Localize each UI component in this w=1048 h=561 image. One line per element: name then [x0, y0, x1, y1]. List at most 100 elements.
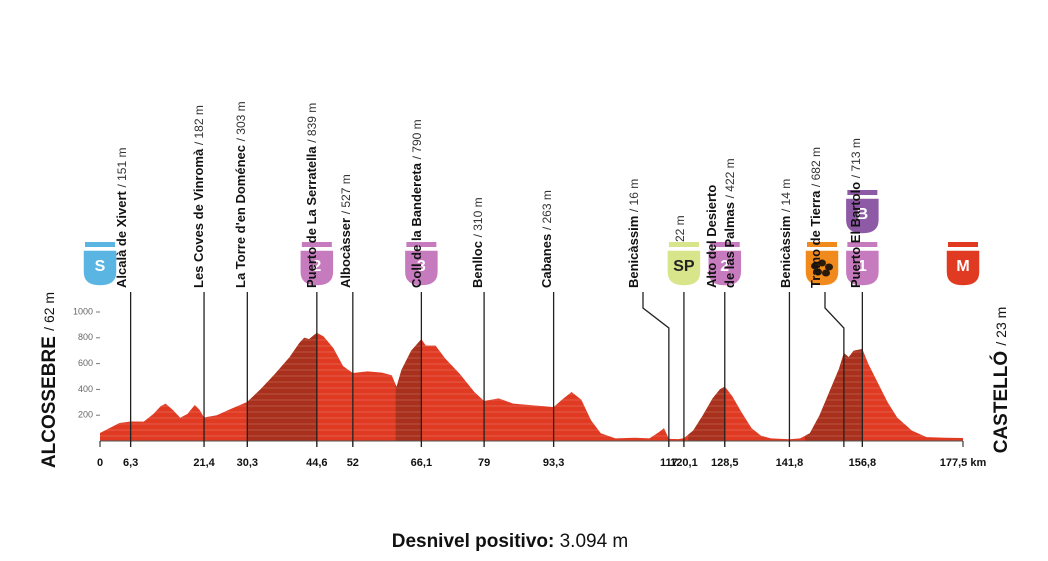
footer-label: Desnivel positivo:	[392, 531, 555, 552]
waypoint-elevation: / 16 m	[627, 179, 641, 212]
badge	[804, 242, 840, 287]
labels: 200 400 600 800 1000 0 6,3 21,4 30,3 44,6 52 66,1 79…	[39, 101, 1012, 469]
badge-label: M	[956, 258, 969, 275]
waypoint-label: Benlloc / 310 m	[470, 197, 485, 288]
y-tick-label: 400	[78, 384, 93, 394]
waypoint-elevation: / 182 m	[192, 105, 206, 145]
badge-shape	[707, 249, 743, 287]
waypoint-elevation: / 839 m	[305, 103, 319, 143]
waypoint-label: Puerto El Bartolo / 713 m	[848, 138, 863, 288]
waypoint-name: Benlloc	[470, 241, 485, 288]
waypoint-elevation: / 527 m	[339, 174, 353, 214]
badges: S 2 3 SP 2 1 B M	[82, 190, 981, 287]
waypoint-label: Coll de la Bandereta / 790 m	[409, 119, 424, 288]
waypoint-name: Cabanes	[539, 234, 554, 288]
badge-shape	[666, 249, 702, 287]
badge-top	[847, 190, 878, 195]
waypoint-name: Puerto El Bartolo	[848, 182, 863, 288]
waypoint-name: Alto del Desierto	[704, 185, 719, 288]
waypoint-label: Puerto de La Serratella / 839 m	[304, 103, 319, 288]
finish-label: CASTELLÓ / 23 m	[990, 307, 1012, 454]
badge-label: B	[857, 206, 869, 223]
badge: 2	[707, 242, 743, 287]
badge-shape	[82, 249, 118, 287]
town-elevation: / 62 m	[41, 292, 57, 331]
climb-shading	[395, 332, 422, 441]
waypoint-name: Benicàssim	[778, 216, 793, 288]
climb-shading	[688, 332, 725, 441]
waypoint-label: Alto del Desierto	[704, 185, 719, 288]
waypoint-lines	[129, 292, 864, 447]
badge-top	[807, 242, 837, 247]
waypoint-label: Alcalà de Xivert / 151 m	[114, 148, 129, 288]
waypoint-label: Benicàssim / 16 m	[626, 179, 641, 288]
waypoint-label: Albocàsser / 527 m	[338, 174, 353, 288]
waypoint-label: Tramo de Tierra / 682 m	[808, 147, 823, 288]
x-tick-label: 66,1	[411, 457, 432, 469]
waypoint-elevation: / 790 m	[410, 119, 424, 159]
badge: 2	[299, 242, 335, 287]
y-tick-label: 800	[78, 332, 93, 342]
x-tick-label: 156,8	[849, 457, 877, 469]
waypoint-name: Benicàssim	[626, 216, 641, 288]
waypoint-label: 22 m	[673, 215, 687, 242]
waypoint-elevation: / 263 m	[540, 190, 554, 230]
badge: 1	[844, 242, 881, 287]
x-tick-label: 128,5	[711, 457, 739, 469]
climb-shading	[247, 332, 317, 441]
waypoint-label: La Torre d'en Doménec / 303 m	[233, 101, 248, 288]
profile-layer	[96, 311, 964, 447]
badge-top	[301, 242, 332, 247]
waypoint-name: Albocàsser	[338, 218, 353, 288]
badge-label: SP	[673, 258, 695, 275]
badge-top	[85, 242, 115, 247]
badge: 3	[403, 242, 440, 287]
badge-top	[847, 242, 878, 247]
dirt-icon	[811, 262, 819, 270]
y-tick-label: 600	[78, 358, 93, 368]
badge-shape	[804, 249, 840, 287]
x-tick-label: 117	[660, 457, 678, 469]
x-tick-label: 120,1	[670, 457, 698, 469]
dirt-icon	[822, 269, 830, 277]
waypoint-elevation: / 713 m	[849, 138, 863, 178]
waypoint-name: Tramo de Tierra	[808, 190, 823, 288]
x-tick-label: 93,3	[543, 457, 564, 469]
badge-label: 3	[417, 258, 426, 275]
waypoint-label: de las Palmas / 422 m	[722, 158, 737, 288]
waypoint-name: Coll de la Bandereta	[409, 162, 424, 288]
badge-label: 2	[720, 258, 729, 275]
x-tick-label: 52	[347, 457, 359, 469]
climb-shading	[804, 332, 863, 441]
waypoint-elevation: 22 m	[673, 215, 687, 242]
waypoint-elevation: / 682 m	[809, 147, 823, 187]
waypoint-elevation: / 303 m	[234, 101, 248, 141]
y-tick-label: 200	[78, 410, 93, 420]
x-tick-label: 44,6	[306, 457, 327, 469]
dirt-icon	[814, 268, 822, 276]
waypoint-line	[824, 292, 845, 447]
x-tick-label: 177,5 km	[940, 457, 987, 469]
badge-shape	[299, 249, 335, 287]
badge: S	[82, 242, 118, 287]
waypoint-name: Les Coves de Vinromà	[191, 148, 206, 288]
waypoint-elevation: / 310 m	[471, 197, 485, 237]
dirt-icon	[818, 259, 826, 267]
badge-label: 1	[858, 258, 867, 275]
footer: Desnivel positivo: 3.094 m	[392, 531, 629, 552]
x-tick-label: 30,3	[237, 457, 258, 469]
waypoint-name: de las Palmas	[722, 202, 737, 288]
badge-top	[709, 242, 740, 247]
town-name: ALCOSSEBRE	[39, 336, 60, 468]
badge-top	[668, 242, 699, 247]
badge-shape	[403, 249, 440, 287]
badge-label: S	[95, 258, 106, 275]
dirt-icon	[825, 263, 833, 271]
badge-shape	[844, 197, 881, 235]
waypoint-elevation: / 422 m	[723, 158, 737, 198]
waypoint-name: Alcalà de Xivert	[114, 191, 129, 288]
x-tick-label: 21,4	[193, 457, 215, 469]
badge: M	[945, 242, 981, 287]
waypoint-elevation: / 14 m	[779, 179, 793, 212]
badge: SP	[666, 242, 702, 287]
